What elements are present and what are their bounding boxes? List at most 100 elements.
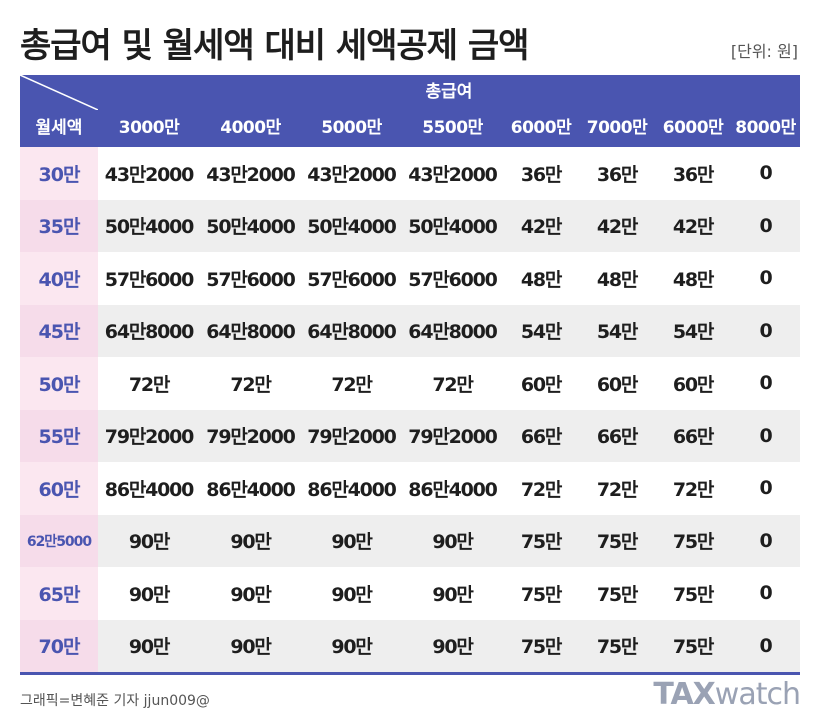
table-cell: 90만: [128, 636, 171, 659]
table-cell: 75만: [596, 583, 639, 606]
table-cell: 42만: [672, 216, 715, 239]
table-cell: 0: [759, 319, 772, 342]
column-header-row: 월세액 3000만 4000만 5000만 5500만 6000만 7000만 6000만 8…: [20, 110, 800, 147]
table-cell: 72만: [432, 373, 474, 396]
table-cell: 43만2000: [408, 163, 498, 186]
deduction-table: 총급여 월세액 3000만 4000만 5000만 5500만 6000만 7000만 60…: [20, 75, 800, 675]
table-cell: 75만: [520, 583, 563, 606]
table-bottom-line: [20, 672, 800, 675]
table-cell: 43만2000: [206, 163, 296, 186]
table-cell: 90만: [432, 636, 474, 659]
table-cell: 57만6000: [206, 268, 296, 291]
table-cell: 42만: [520, 216, 563, 239]
row-label: 60만: [20, 462, 98, 515]
row-label: 62만5000: [20, 514, 98, 567]
logo-tax: TAX: [653, 677, 715, 712]
table-cell: 0: [759, 267, 772, 290]
table-cell: 43만2000: [307, 163, 397, 186]
row-label: 50만: [20, 357, 98, 410]
table-cell: 0: [759, 582, 772, 605]
table-cell: 64만8000: [408, 321, 498, 344]
column-header: 8000만: [735, 118, 796, 138]
table-cell: 90만: [230, 583, 272, 606]
table-cell: 79만2000: [206, 426, 296, 449]
column-header: 3000만: [118, 118, 180, 138]
taxwatch-logo: TAXwatch: [653, 677, 801, 712]
column-header: 6000만: [662, 118, 724, 138]
table-cell: 57만6000: [307, 268, 397, 291]
table-cell: 75만: [672, 636, 715, 659]
table-row: 62만5000 90만 90만 90만 90만 75만 75만 75만 0: [20, 514, 800, 567]
column-header: 6000만: [510, 118, 572, 138]
table-cell: 72만: [520, 478, 563, 501]
table-cell: 75만: [672, 531, 715, 554]
column-header: 7000만: [586, 118, 648, 138]
table-row: 45만 64만8000 64만8000 64만8000 64만8000 54만 54만 54만…: [20, 304, 800, 357]
table-cell: 86만4000: [408, 478, 498, 501]
table-cell: 66만: [596, 426, 639, 449]
table-cell: 48만: [520, 268, 563, 291]
table-cell: 75만: [596, 636, 639, 659]
table-cell: 0: [759, 424, 772, 447]
logo-watch: watch: [714, 677, 801, 712]
table-cell: 75만: [520, 531, 563, 554]
table-cell: 90만: [432, 531, 474, 554]
table-cell: 75만: [596, 531, 639, 554]
table-cell: 0: [759, 214, 772, 237]
table-cell: 79만2000: [104, 426, 195, 449]
table-cell: 0: [759, 477, 772, 500]
table-cell: 50만4000: [104, 216, 195, 239]
table-cell: 43만2000: [104, 163, 195, 186]
table-cell: 86만4000: [206, 478, 296, 501]
page-title: 총급여 및 월세액 대비 세액공제 금액: [20, 26, 529, 66]
table-cell: 90만: [331, 636, 373, 659]
table-cell: 0: [759, 529, 772, 552]
table-cell: 50만4000: [307, 216, 397, 239]
table-row: 40만 57만6000 57만6000 57만6000 57만6000 48만 48만 48만…: [20, 252, 800, 305]
corner-label: 월세액: [35, 118, 83, 138]
row-label: 70만: [20, 619, 98, 672]
table-cell: 90만: [128, 583, 171, 606]
table-cell: 60만: [596, 373, 639, 396]
diagonal-divider-icon: [20, 75, 98, 110]
table-cell: 36만: [520, 163, 563, 186]
unit-label: [단위: 원]: [730, 42, 798, 61]
table-cell: 72만: [672, 478, 715, 501]
credit-text: 그래픽=변혜준 기자 jjun009@: [20, 693, 210, 709]
column-header: 5500만: [422, 118, 483, 138]
table-cell: 72만: [230, 373, 272, 396]
table-cell: 75만: [672, 583, 715, 606]
table-cell: 36만: [672, 163, 715, 186]
row-label: 55만: [20, 409, 98, 462]
table-cell: 50만4000: [408, 216, 498, 239]
table-cell: 0: [759, 634, 772, 657]
column-header: 4000만: [220, 118, 281, 138]
row-label: 40만: [20, 252, 98, 305]
table-cell: 90만: [432, 583, 474, 606]
table-cell: 48만: [596, 268, 639, 291]
row-label: 30만: [20, 147, 98, 200]
table-cell: 60만: [672, 373, 715, 396]
table-cell: 54만: [596, 321, 639, 344]
table-cell: 86만4000: [307, 478, 397, 501]
row-label: 65만: [20, 567, 98, 620]
table-row: 35만 50만4000 50만4000 50만4000 50만4000 42만 42만 42만…: [20, 199, 800, 252]
table-row: 70만 90만 90만 90만 90만 75만 75만 75만 0: [20, 619, 800, 672]
table-cell: 0: [759, 372, 772, 395]
table-cell: 60만: [520, 373, 563, 396]
table-cell: 79만2000: [408, 426, 498, 449]
row-label: 45만: [20, 304, 98, 357]
table-row: 50만 72만 72만 72만 72만 60만 60만 60만 0: [20, 357, 800, 410]
table-cell: 66만: [520, 426, 563, 449]
table-cell: 57만6000: [408, 268, 498, 291]
table-cell: 90만: [331, 583, 373, 606]
row-label: 35만: [20, 199, 98, 252]
table-group-header: 총급여: [20, 75, 800, 110]
table-cell: 36만: [596, 163, 639, 186]
table-cell: 90만: [128, 531, 171, 554]
table-cell: 72만: [596, 478, 639, 501]
table-cell: 64만8000: [206, 321, 296, 344]
table-cell: 72만: [331, 373, 373, 396]
table-cell: 72만: [128, 373, 171, 396]
